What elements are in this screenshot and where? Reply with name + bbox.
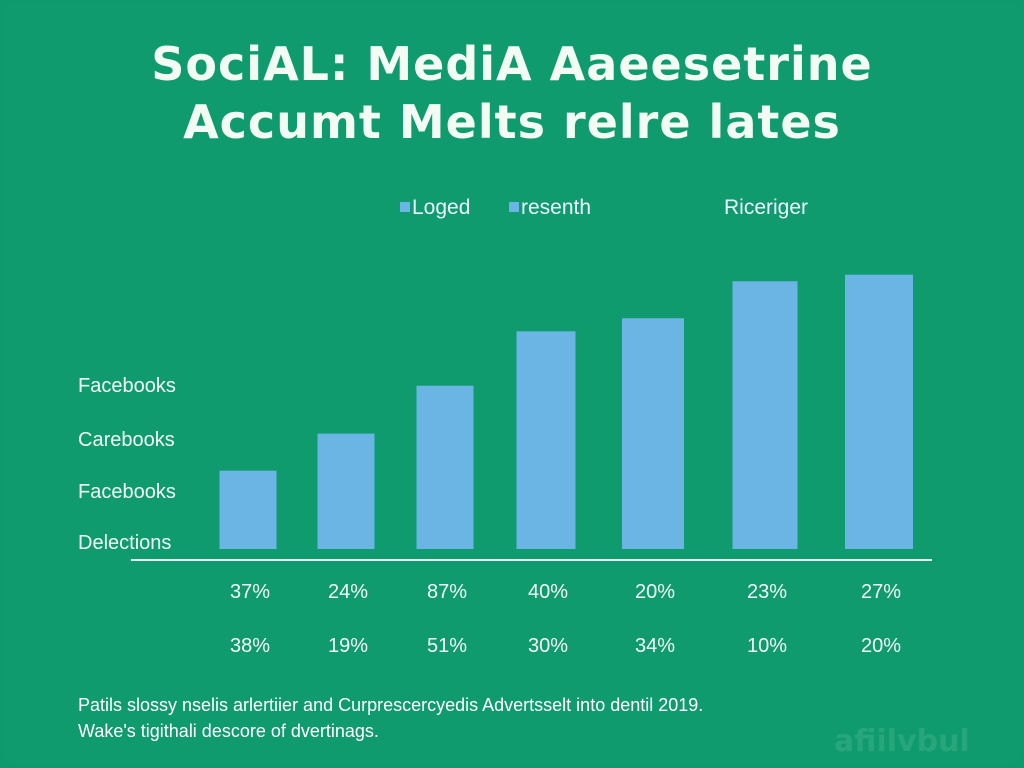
- legend-label-riceriger: Riceriger: [724, 196, 809, 219]
- percent-label-row2-3: 51%: [426, 635, 468, 657]
- watermark: afiilvbul: [834, 724, 970, 759]
- percent-label-row1-1: 37%: [229, 581, 271, 603]
- percent-label-row1-3: 87%: [426, 581, 468, 603]
- bar-4: [516, 331, 576, 549]
- bar-6: [732, 281, 798, 549]
- bar-2: [317, 433, 375, 549]
- legend-swatch-loged: [400, 202, 410, 212]
- chart-title-line-1: SociAL: MediA Aaeesetrine: [151, 37, 873, 91]
- percent-label-row2-4: 30%: [527, 635, 569, 657]
- percent-label-row2-2: 19%: [327, 635, 369, 657]
- bar-3: [416, 385, 474, 549]
- bar-plot: [131, 274, 932, 561]
- legend-item-loged: Loged: [400, 196, 470, 220]
- chart-title-line-2: Accumt Melts relre lates: [183, 95, 841, 149]
- chart-card: SociAL: MediA Aaeesetrine Accumt Melts r…: [4, 2, 1020, 764]
- bar-7: [845, 274, 913, 549]
- y-label-4: Delections: [78, 532, 172, 554]
- percent-label-row2-5: 34%: [634, 635, 676, 657]
- percent-label-row1-4: 40%: [527, 581, 569, 603]
- legend-item-riceriger: Riceriger: [724, 196, 808, 220]
- footnote-line-1: Patils slossy nselis arlertiier and Curp…: [78, 695, 704, 715]
- percent-label-row1-5: 20%: [634, 581, 676, 603]
- bar-5: [622, 318, 684, 549]
- y-label-3: Facebooks: [78, 481, 176, 503]
- percent-label-row1-2: 24%: [327, 581, 369, 603]
- footnote-line-2: Wake's tigithali descore of dvertinags.: [78, 721, 379, 741]
- legend-swatch-resenth: [509, 202, 519, 212]
- legend-item-resenth: resenth: [509, 196, 591, 220]
- bar-1: [219, 470, 277, 549]
- percent-label-row1-7: 27%: [860, 581, 902, 603]
- percent-label-row2-7: 20%: [860, 635, 902, 657]
- percent-label-row1-6: 23%: [746, 581, 788, 603]
- legend-label-resenth: resenth: [521, 196, 592, 219]
- y-label-2: Carebooks: [78, 429, 175, 451]
- percent-label-row2-1: 38%: [229, 635, 271, 657]
- legend-label-loged: Loged: [412, 196, 471, 219]
- percent-label-row2-6: 10%: [746, 635, 788, 657]
- y-label-1: Facebooks: [78, 375, 176, 397]
